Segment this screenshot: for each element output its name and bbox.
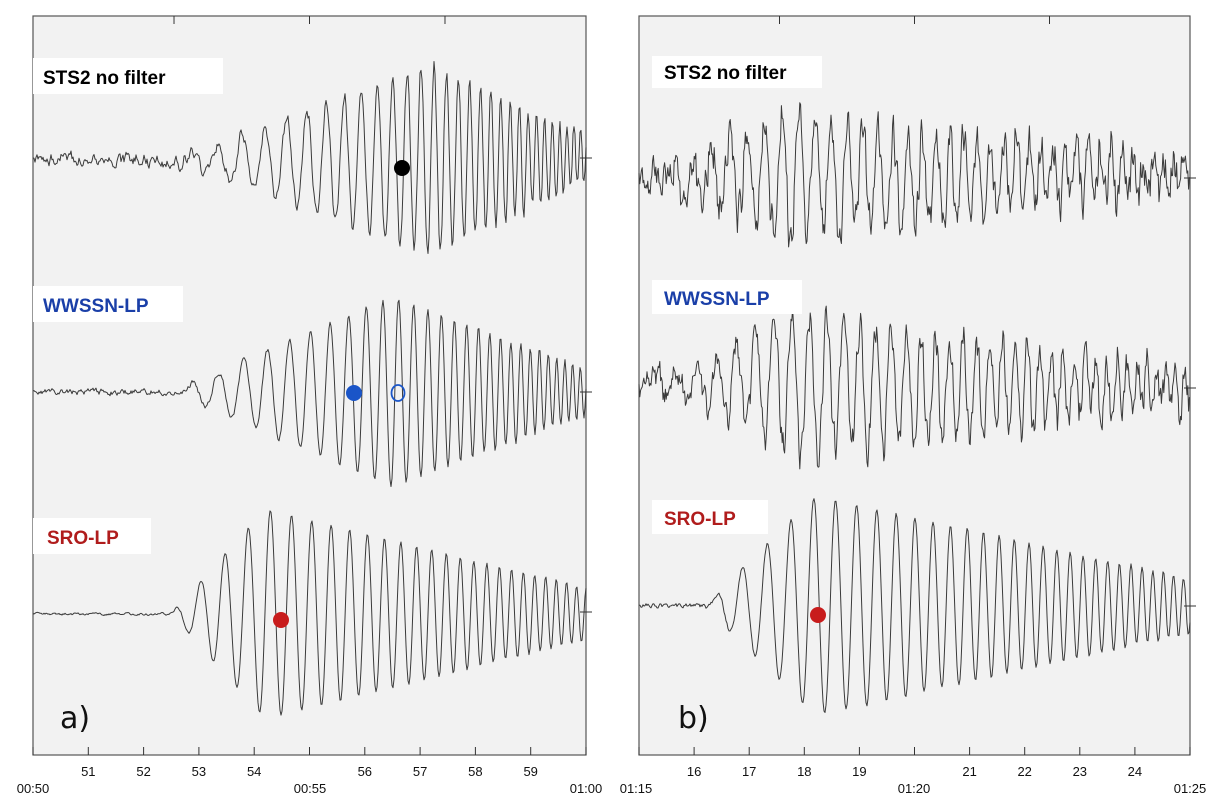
panel-b-corner-right: 01:25 [1174,781,1207,796]
panel-a-trace-sro [32,510,587,716]
x-tick-label: 58 [468,764,482,779]
x-tick-label: 23 [1073,764,1087,779]
panel-a-label-bg-wwssn [33,286,183,322]
panel-b-marker-sro [810,607,826,623]
panel-a-label-wwssn: WWSSN-LP [43,296,149,317]
panel-b-label-bg-sts2 [652,56,822,88]
panel-a-label-bg-sts2 [33,58,223,94]
panel-a-frame [32,15,587,756]
panel-a-marker-sts2 [394,160,410,176]
panel-b-trace-sro [638,498,1191,713]
x-tick-label: 22 [1017,764,1031,779]
panel-a-label-bg-sro [33,518,151,554]
panel-b-label-bg-sro [652,500,768,534]
panel-a-corner-left: 00:50 [17,781,50,796]
panel-b-label-bg-wwssn [652,280,802,314]
x-tick-label: 59 [523,764,537,779]
panel-a-corner-mid: 00:55 [294,781,327,796]
panel-a-letter: a) [60,701,90,736]
panel-b-corner-left: 01:15 [620,781,653,796]
x-tick-label: 54 [247,764,261,779]
x-tick-label: 19 [852,764,866,779]
panel-a-corner-right: 01:00 [570,781,603,796]
panel-a-label-sro: SRO-LP [47,528,119,549]
panel-a-trace-wwssn [32,299,587,487]
panel-b-corner-mid: 01:20 [898,781,931,796]
panel-a: 51 52 53 54 56 57 58 59 STS2 no filter WWSSN-LP… [17,15,603,796]
panel-b-label-sts2: STS2 no filter [664,63,787,84]
panel-b-ticks: 16 17 18 19 21 22 23 24 [638,16,1196,779]
panel-a-trace-sts2 [32,61,587,254]
x-tick-label: 17 [742,764,756,779]
x-tick-label: 52 [136,764,150,779]
panel-b-trace-wwssn [638,305,1190,470]
x-tick-label: 51 [81,764,95,779]
x-tick-label: 16 [687,764,701,779]
x-tick-label: 57 [413,764,427,779]
panel-b-traces [638,102,1191,713]
panel-a-label-sts2: STS2 no filter [43,68,166,89]
panel-b-trace-sts2 [638,102,1190,248]
x-tick-label: 53 [192,764,206,779]
panel-a-ticks: 51 52 53 54 56 57 58 59 [32,16,592,779]
panel-a-marker-wwssn-filled [346,385,362,401]
panel-a-traces [32,61,587,716]
x-tick-label: 21 [962,764,976,779]
x-tick-label: 56 [358,764,372,779]
panel-a-marker-sro [273,612,289,628]
panel-b-letter: b) [678,701,709,736]
panel-b-frame [638,15,1191,756]
panel-b: 16 17 18 19 21 22 23 24 STS2 no filter WWSSN-LP… [620,15,1207,796]
x-tick-label: 18 [797,764,811,779]
x-tick-label: 24 [1128,764,1142,779]
panel-b-label-sro: SRO-LP [664,509,736,530]
panel-b-label-wwssn: WWSSN-LP [664,289,770,310]
panel-a-marker-wwssn-open [390,384,406,402]
